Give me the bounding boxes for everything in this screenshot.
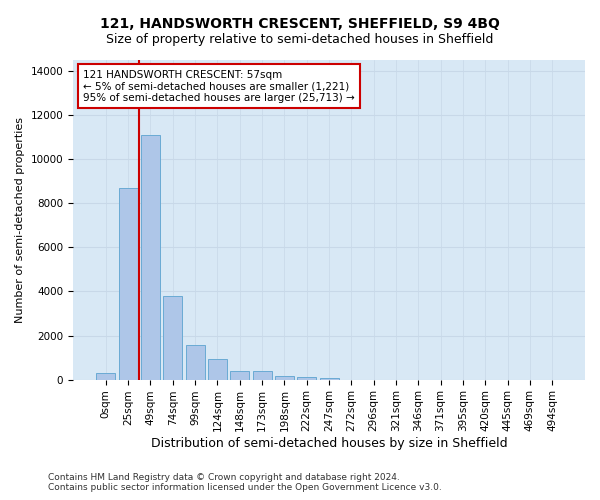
- Bar: [141, 135, 160, 380]
- Bar: [96, 372, 115, 380]
- X-axis label: Distribution of semi-detached houses by size in Sheffield: Distribution of semi-detached houses by …: [151, 437, 508, 450]
- Text: 121 HANDSWORTH CRESCENT: 57sqm
← 5% of semi-detached houses are smaller (1,221)
: 121 HANDSWORTH CRESCENT: 57sqm ← 5% of s…: [83, 70, 355, 103]
- Bar: [253, 371, 272, 380]
- Bar: [275, 376, 294, 380]
- Bar: [320, 378, 338, 380]
- Bar: [119, 188, 137, 380]
- Y-axis label: Number of semi-detached properties: Number of semi-detached properties: [15, 117, 25, 323]
- Text: 121, HANDSWORTH CRESCENT, SHEFFIELD, S9 4BQ: 121, HANDSWORTH CRESCENT, SHEFFIELD, S9 …: [100, 18, 500, 32]
- Text: Contains HM Land Registry data © Crown copyright and database right 2024.
Contai: Contains HM Land Registry data © Crown c…: [48, 473, 442, 492]
- Bar: [163, 296, 182, 380]
- Bar: [230, 371, 249, 380]
- Text: Size of property relative to semi-detached houses in Sheffield: Size of property relative to semi-detach…: [106, 32, 494, 46]
- Bar: [297, 378, 316, 380]
- Bar: [208, 358, 227, 380]
- Bar: [185, 346, 205, 380]
